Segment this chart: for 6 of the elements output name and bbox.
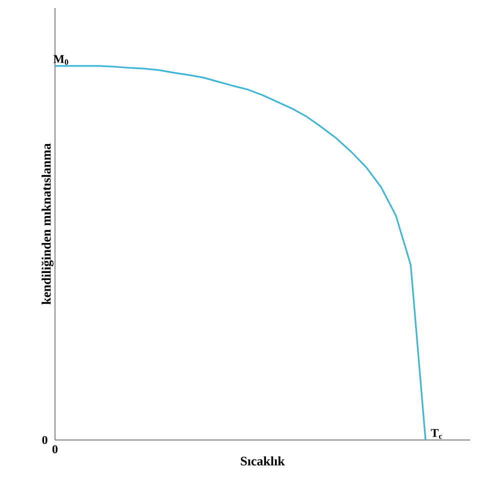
x-axis-title: Sıcaklık <box>240 456 285 466</box>
text: 0 <box>42 436 48 444</box>
annotation: T$_{c}$ <box>430 429 442 439</box>
text: 0 <box>52 445 58 454</box>
y-axis-title: kendiliğinden mıknatıslanma <box>41 143 54 304</box>
annotation: M$_{0}$ <box>53 55 68 65</box>
